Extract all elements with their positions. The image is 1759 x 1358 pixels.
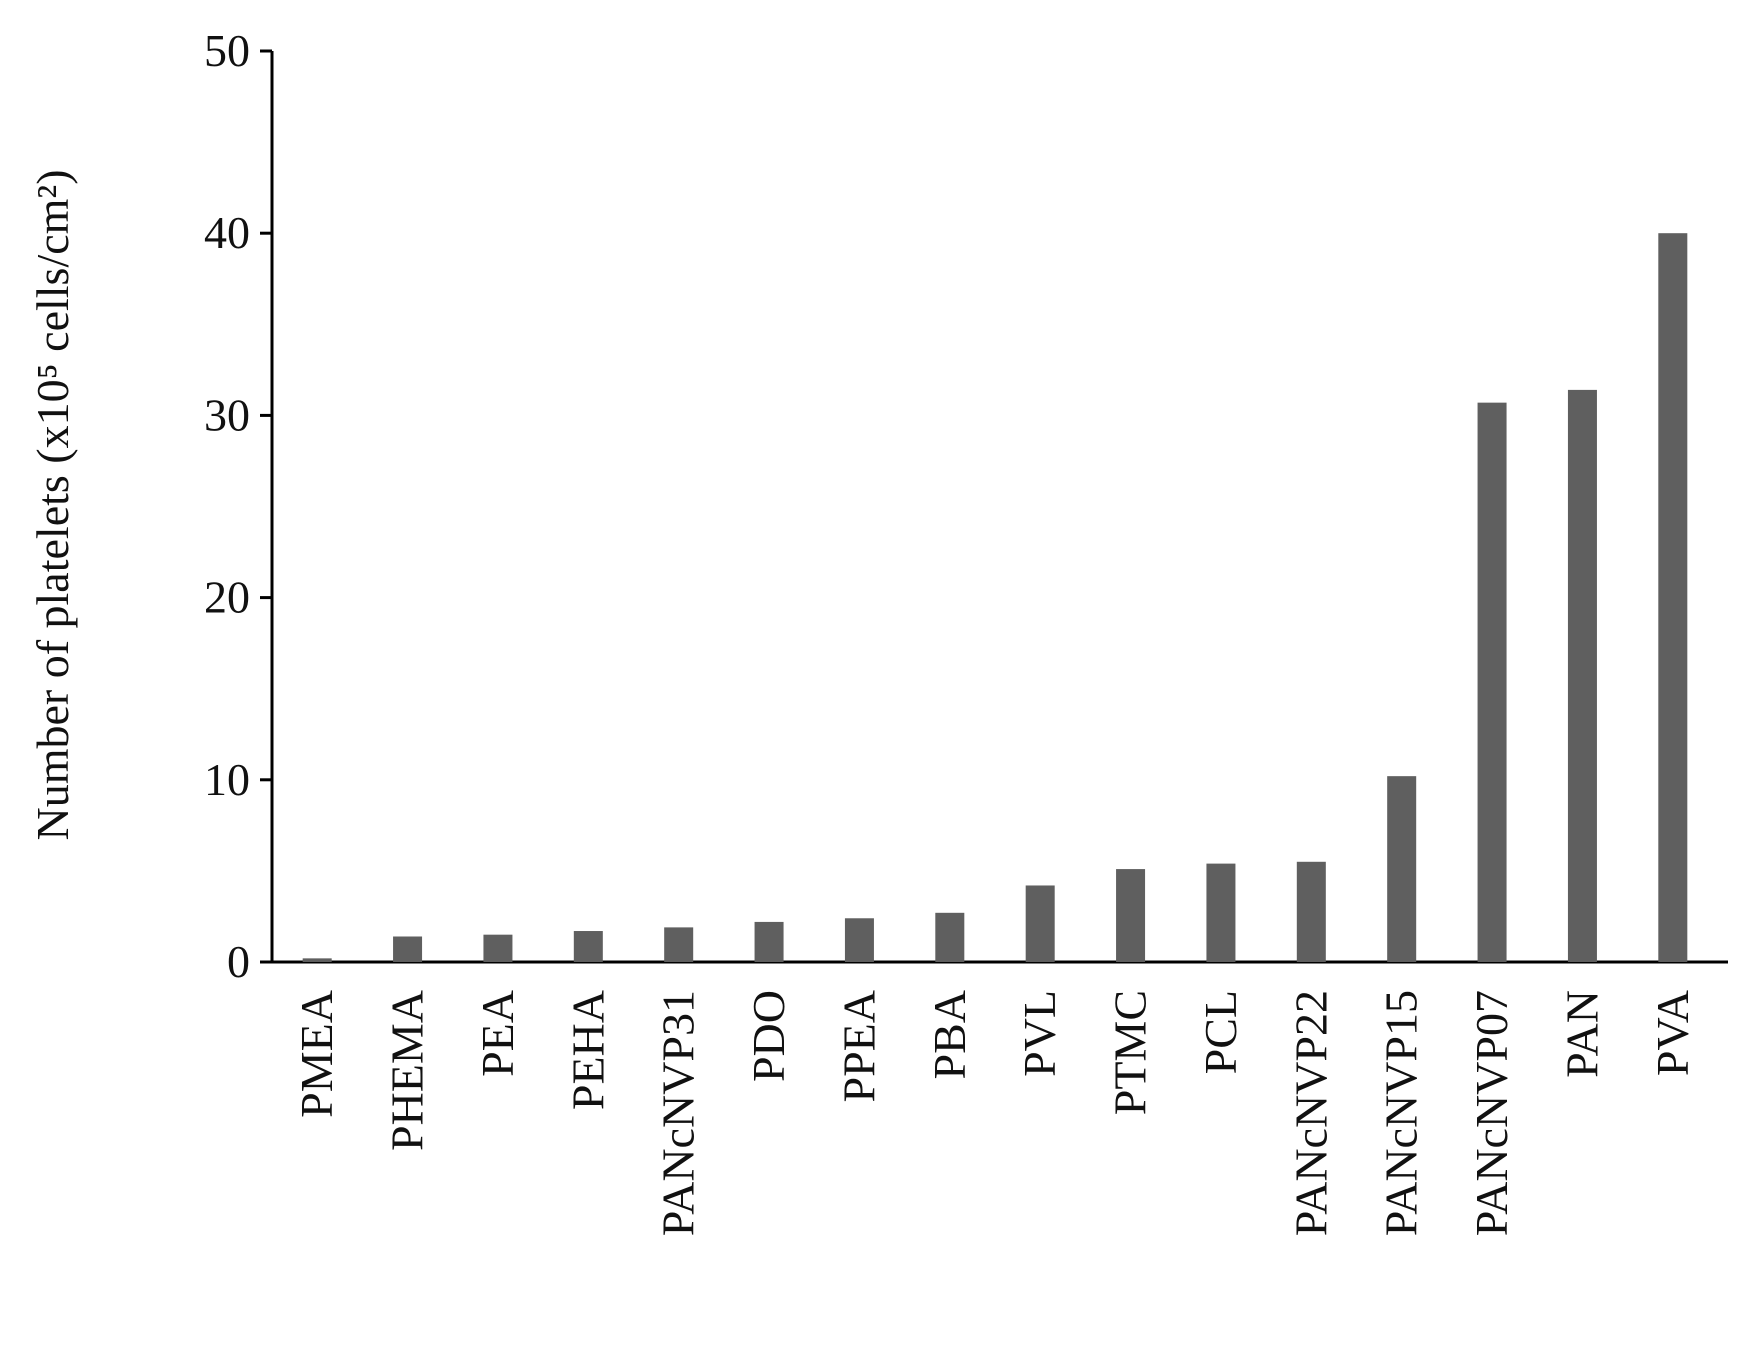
bar — [1567, 389, 1597, 963]
y-axis-label: Number of platelets (x10⁵ cells/cm²) — [27, 169, 78, 840]
bar — [1658, 233, 1688, 962]
x-tick-label: PVA — [1647, 990, 1698, 1076]
x-tick-label: PCL — [1195, 990, 1246, 1074]
bar — [754, 921, 784, 962]
x-tick-label: PANcNVP31 — [653, 990, 704, 1236]
y-tick-label: 50 — [204, 25, 250, 76]
bar — [1296, 861, 1326, 962]
y-tick-label: 20 — [204, 572, 250, 623]
bar — [1116, 869, 1146, 962]
x-tick-label: PANcNVP22 — [1285, 990, 1336, 1236]
bar — [1206, 863, 1236, 962]
x-tick-label: PDO — [743, 990, 794, 1082]
x-tick-label: PVL — [1014, 990, 1065, 1077]
x-tick-label: PPEA — [833, 990, 884, 1102]
y-tick-label: 30 — [204, 389, 250, 440]
bar — [1387, 776, 1417, 962]
x-tick-label: PEA — [472, 990, 523, 1077]
bar — [935, 912, 965, 962]
y-tick-label: 0 — [227, 936, 250, 987]
x-tick-label: PHEMA — [382, 990, 433, 1151]
bar — [393, 936, 423, 962]
bar — [1025, 885, 1055, 962]
y-tick-label: 10 — [204, 754, 250, 805]
bar — [664, 927, 694, 962]
x-tick-label: PMEA — [291, 990, 342, 1118]
x-tick-label: PTMC — [1105, 990, 1156, 1115]
x-tick-label: PANcNVP07 — [1466, 990, 1517, 1236]
bar — [844, 918, 874, 962]
bar — [302, 958, 332, 962]
x-tick-label: PANcNVP15 — [1376, 990, 1427, 1236]
bar — [573, 931, 603, 962]
x-tick-label: PEHA — [562, 990, 613, 1110]
x-tick-label: PBA — [924, 990, 975, 1079]
bar — [1477, 402, 1507, 962]
y-tick-label: 40 — [204, 207, 250, 258]
bar — [483, 934, 513, 962]
x-tick-label: PAN — [1556, 990, 1607, 1078]
